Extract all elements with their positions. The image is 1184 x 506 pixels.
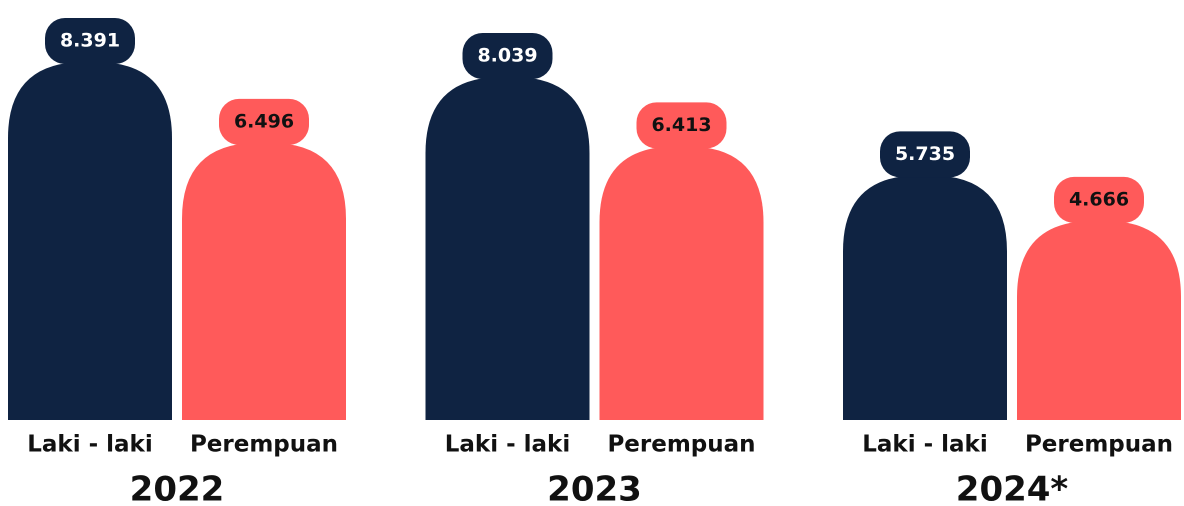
series-label: Perempuan: [607, 432, 755, 458]
bar: [599, 146, 764, 420]
value-label: 4.666: [1069, 188, 1129, 210]
series-label: Laki - laki: [27, 432, 153, 458]
value-label: 8.039: [477, 45, 537, 67]
series-label: Laki - laki: [445, 432, 571, 458]
value-label: 6.496: [234, 110, 294, 132]
value-label: 5.735: [895, 143, 955, 165]
series-label: Laki - laki: [862, 432, 988, 458]
value-pill: [636, 102, 727, 149]
value-label: 6.413: [651, 114, 711, 136]
series-label: Perempuan: [1025, 432, 1173, 458]
category-label: 2023: [547, 470, 642, 506]
bar: [1017, 220, 1181, 420]
value-pill: [219, 98, 309, 145]
bar: [425, 77, 590, 420]
value-pill: [1054, 176, 1144, 223]
value-label: 8.391: [60, 30, 120, 52]
bar: [8, 62, 172, 420]
category-label: 2022: [130, 470, 225, 506]
bar: [843, 175, 1007, 420]
bar: [182, 142, 346, 420]
series-label: Perempuan: [190, 432, 338, 458]
value-pill: [880, 131, 970, 178]
value-pill: [462, 33, 553, 80]
value-pill: [45, 18, 135, 64]
category-label: 2024*: [956, 470, 1069, 506]
